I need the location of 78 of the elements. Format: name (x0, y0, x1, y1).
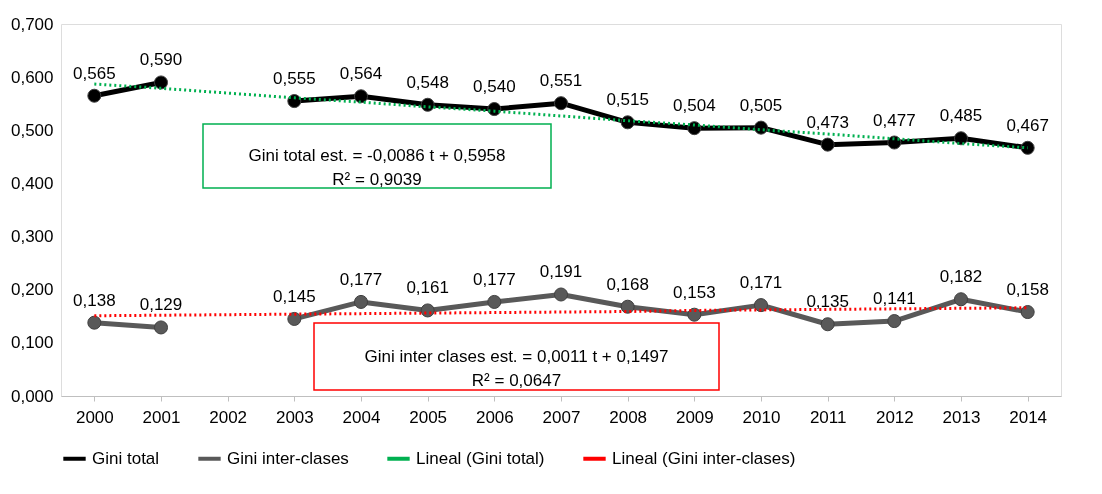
data-label: 0,477 (873, 110, 916, 130)
x-tick-label: 2004 (342, 407, 381, 427)
x-tick-label: 2011 (809, 407, 847, 427)
data-label: 0,540 (473, 77, 516, 97)
data-label: 0,548 (406, 72, 449, 92)
data-label: 0,135 (806, 292, 849, 312)
x-tick-label: 2008 (609, 407, 648, 427)
point (1020, 140, 1035, 155)
point (287, 311, 302, 326)
legend-label: Gini inter-clases (227, 448, 349, 468)
data-label: 0,191 (539, 262, 583, 282)
data-label: 0,564 (339, 64, 383, 84)
data-label: 0,555 (273, 69, 316, 89)
annotation: Gini inter clases est. = 0,0011 t + 0,1497 R² = 0,0647 (364, 346, 669, 390)
data-label: 0,171 (739, 273, 783, 293)
data-label: 0,129 (139, 295, 183, 315)
point (353, 89, 369, 104)
legend-label: Gini total (92, 448, 160, 468)
point (953, 131, 969, 146)
data-label: 0,153 (673, 282, 716, 302)
data-label: 0,515 (606, 90, 649, 110)
x-tick-label: 2002 (209, 407, 248, 427)
data-label: 0,177 (473, 269, 516, 289)
x-tick-label: 2000 (75, 407, 114, 427)
x-tick-label: 2010 (742, 407, 781, 427)
y-tick-label: 0,500 (10, 120, 54, 140)
point (87, 315, 102, 330)
data-label: 0,145 (273, 286, 316, 306)
data-label: 0,467 (1006, 115, 1049, 135)
data-label: 0,141 (873, 289, 916, 309)
data-label: 0,182 (939, 267, 983, 287)
data-label: 0,565 (73, 63, 116, 83)
point (820, 317, 835, 332)
y-tick-label: 0,600 (10, 67, 54, 87)
data-label: 0,138 (73, 290, 116, 310)
data-label: 0,177 (339, 269, 383, 289)
point (887, 314, 902, 329)
data-label: 0,504 (673, 96, 716, 116)
point (153, 320, 169, 335)
y-tick-label: 0,000 (10, 386, 54, 406)
point (353, 294, 369, 309)
point (820, 137, 835, 152)
data-label: 0,551 (539, 71, 583, 91)
data-label: 0,485 (939, 106, 983, 126)
point (153, 75, 169, 90)
x-tick-label: 2013 (942, 407, 981, 427)
data-label: 0,161 (406, 278, 449, 298)
data-label: 0,505 (739, 95, 783, 115)
point (1020, 305, 1035, 320)
y-tick-label: 0,200 (10, 280, 54, 300)
x-tick-label: 2009 (675, 407, 714, 427)
point (487, 294, 502, 309)
x-tick-label: 2012 (875, 407, 914, 427)
point (753, 298, 769, 313)
x-tick-label: 2007 (542, 407, 581, 427)
x-tick-label: 2001 (142, 407, 181, 427)
legend-label: Lineal (Gini total) (416, 448, 545, 468)
data-label: 0,168 (606, 274, 649, 294)
y-tick-label: 0,300 (10, 227, 54, 247)
y-tick-label: 0,400 (10, 173, 54, 193)
legend-label: Lineal (Gini inter-clases) (612, 448, 796, 468)
point (87, 88, 102, 103)
point (953, 292, 969, 307)
data-label: 0,473 (806, 112, 849, 132)
point (687, 307, 702, 322)
x-tick-label: 2014 (1009, 407, 1048, 427)
point (620, 299, 635, 314)
data-label: 0,158 (1006, 280, 1049, 300)
y-tick-label: 0,100 (10, 333, 54, 353)
point (553, 96, 569, 111)
point (887, 135, 902, 150)
x-tick-label: 2005 (409, 407, 448, 427)
y-tick-label: 0,700 (10, 14, 54, 34)
data-label: 0,590 (139, 50, 183, 70)
x-tick-label: 2006 (475, 407, 514, 427)
point (553, 287, 569, 302)
annotation: Gini total est. = -0,0086 t + 0,5958 R² = 0,9039 (248, 146, 506, 189)
x-tick-label: 2003 (275, 407, 314, 427)
